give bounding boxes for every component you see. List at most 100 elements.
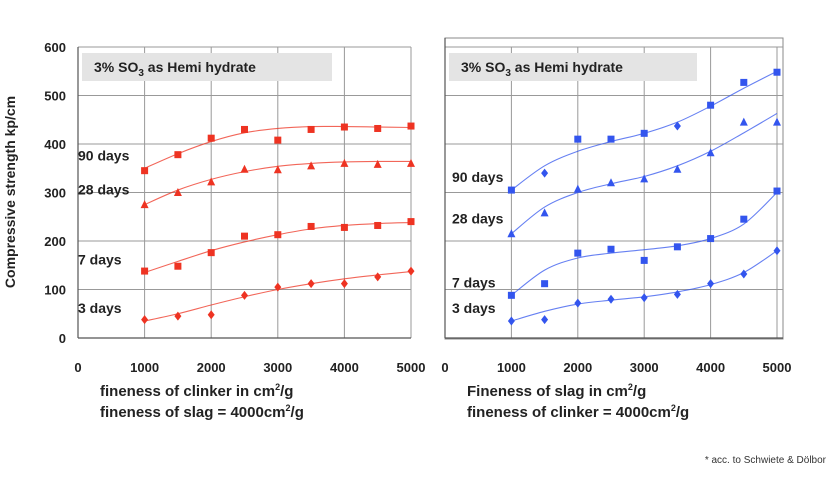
data-point (140, 200, 149, 209)
x-tick-label: 2000 (563, 360, 592, 375)
series-label: 28 days (452, 211, 504, 227)
data-point (274, 231, 282, 239)
grid (445, 46, 783, 338)
x-tick-label: 0 (441, 360, 448, 375)
data-point (141, 315, 149, 325)
y-axis-label: Compressive strength kp/cm (2, 96, 18, 288)
data-point (707, 235, 715, 243)
chart-title: 3% SO3 as Hemi hydrate (461, 59, 623, 79)
data-point (673, 164, 682, 173)
data-point (507, 186, 515, 194)
data-point (673, 121, 681, 131)
data-point (174, 262, 182, 270)
fit-curve (511, 192, 778, 296)
series-90-days: 90 days (452, 68, 781, 194)
data-point (673, 289, 681, 299)
y-tick-label: 500 (44, 89, 66, 104)
data-point (740, 269, 748, 279)
series-28-days: 28 days (452, 112, 781, 238)
data-point (740, 78, 748, 86)
data-point (574, 135, 582, 143)
y-tick-label: 100 (44, 283, 66, 298)
series-label: 7 days (78, 252, 122, 268)
series-label: 3 days (452, 300, 496, 316)
y-tick-label: 400 (44, 137, 66, 152)
x-tick-label: 3000 (263, 360, 292, 375)
data-point (640, 293, 648, 303)
data-point (640, 129, 648, 137)
data-point (340, 223, 348, 231)
data-point (574, 249, 582, 257)
data-point (540, 208, 549, 217)
data-point (706, 148, 715, 157)
data-point (340, 158, 349, 167)
data-point (241, 232, 248, 240)
data-point (773, 117, 781, 126)
series-28-days: 28 days (78, 158, 415, 209)
title-box (449, 53, 697, 81)
data-point (207, 134, 215, 142)
data-point (607, 294, 615, 304)
data-point (207, 310, 215, 320)
x-tick-label: 2000 (197, 360, 226, 375)
data-point (307, 125, 315, 133)
data-point (407, 158, 415, 167)
data-point (607, 178, 615, 187)
data-point (174, 311, 182, 321)
data-point (507, 229, 516, 238)
y-tick-label: 300 (44, 186, 66, 201)
data-point (707, 279, 715, 289)
data-point (773, 246, 781, 256)
data-point (174, 151, 182, 159)
series-3-days: 3 days (78, 266, 415, 325)
series-label: 28 days (78, 182, 130, 198)
data-point (340, 279, 348, 289)
chart-panel-left: 0 1000 2000 3000 4000 5000 0 100 200 300 400 500 600… (44, 40, 425, 375)
series-7-days: 7 days (78, 218, 415, 275)
panel-frame (444, 37, 784, 340)
data-point (574, 298, 582, 308)
data-point (640, 174, 649, 183)
data-point (541, 280, 549, 288)
x-tick-label: 5000 (763, 360, 792, 375)
x-tick-label: 5000 (397, 360, 426, 375)
x-axis-label-right-line2: fineness of clinker = 4000cm2/g (467, 403, 690, 422)
x-axis-label-left-line2: fineness of slag = 4000cm2/g (100, 403, 304, 422)
data-point (307, 161, 316, 170)
data-point (739, 117, 748, 126)
data-point (141, 267, 149, 275)
x-tick-label: 0 (74, 360, 81, 375)
x-tick-label: 4000 (696, 360, 725, 375)
y-tick-label: 600 (44, 40, 66, 55)
data-point (773, 187, 781, 195)
footnote: * acc. to Schwiete & Dölbor (704, 455, 826, 466)
x-axis-label-right-line1: Fineness of slag in cm2/g (467, 382, 647, 401)
x-tick-label: 1000 (497, 360, 526, 375)
data-point (773, 68, 781, 76)
x-tick-label: 4000 (330, 360, 359, 375)
data-point (307, 222, 315, 230)
chart-title: 3% SO3 as Hemi hydrate (94, 59, 256, 79)
grid (78, 46, 412, 338)
data-point (607, 135, 615, 143)
data-point (640, 256, 648, 264)
data-point (207, 249, 215, 257)
data-point (274, 136, 282, 144)
data-point (241, 290, 248, 300)
fit-curve (144, 125, 412, 169)
x-axis-label-left-line1: fineness of clinker in cm2/g (100, 382, 294, 401)
data-point (407, 266, 415, 276)
data-point (740, 215, 748, 223)
data-point (707, 101, 715, 109)
data-point (207, 177, 216, 186)
series-90-days: 90 days (78, 122, 415, 175)
series-label: 90 days (452, 169, 504, 185)
title-box (82, 53, 332, 81)
series-3-days: 3 days (452, 246, 781, 326)
data-point (507, 316, 515, 326)
data-point (373, 159, 382, 168)
data-point (673, 243, 681, 251)
x-tick-label: 3000 (630, 360, 659, 375)
data-point (374, 272, 382, 282)
